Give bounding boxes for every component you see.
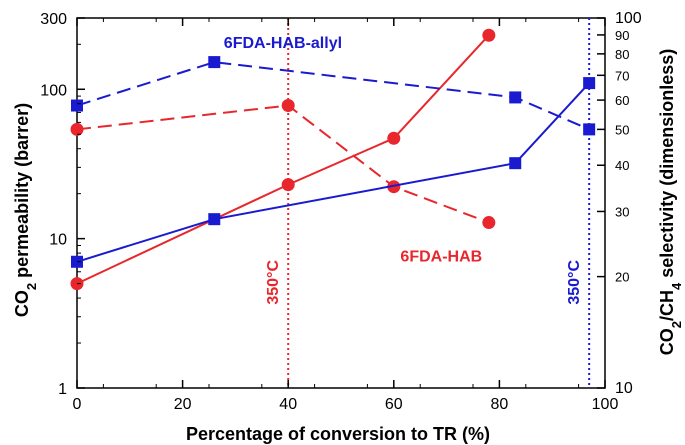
y-right-tick-label: 100 [615,10,642,27]
data-point [71,99,83,112]
axis-title-part: 2 [24,283,39,290]
y-right-tick-label: 70 [615,68,629,83]
data-point [387,131,401,145]
data-point [482,216,496,230]
series-line [76,104,490,224]
series-line [76,82,590,263]
x-tick-label: 100 [592,396,619,413]
y-right-tick-label: 40 [615,158,629,173]
y-left-tick-label: 10 [49,232,67,249]
y-axis-left-title: CO2 permeability (barrer) [12,103,39,317]
y-right-tick-label: 60 [615,93,629,108]
x-tick-label: 80 [491,396,509,413]
y-right-tick-label: 10 [615,380,633,397]
data-point [281,99,295,113]
series-line [76,61,590,131]
series-layer [70,28,596,291]
data-point [583,77,596,90]
data-point [482,28,496,42]
y-right-tick-label: 50 [615,122,629,137]
y-right-tick-label: 80 [615,47,629,62]
series-annotation: 6FDA-HAB-allyl [224,35,342,52]
axis-title-part: permeability (barrer) [12,103,32,283]
axis-title-part: CO [12,290,32,317]
y-right-tick-label: 90 [615,28,629,43]
axis-title-part: selectivity (dimensionless) [657,49,677,283]
series-line [76,34,490,285]
plot-frame [76,17,606,389]
data-point [70,122,84,136]
temperature-label: 350°C [265,260,282,305]
data-point [509,91,522,104]
y-left-tick-label: 300 [40,11,67,28]
axis-title-part: /CH [657,290,677,321]
data-point [208,56,221,69]
axis-ticks: 0 20 40 60 80 1001101003001020304050607080901… [40,10,642,413]
temperature-label: 350°C [566,260,583,305]
x-tick-label: 0 [73,396,82,413]
x-tick-label: 20 [174,396,192,413]
data-point [583,123,596,136]
y-left-tick-label: 1 [58,381,67,398]
y-axis-right-title: CO2/CH4 selectivity (dimensionless) [657,49,684,356]
plot-border [76,17,606,389]
x-tick-label: 60 [385,396,403,413]
data-point [281,178,295,192]
data-point [509,157,522,170]
x-axis-title: Percentage of conversion to TR (%) [186,424,490,444]
data-point [208,213,221,226]
axis-title-part: CO [657,328,677,355]
y-right-tick-label: 30 [615,204,629,219]
y-right-tick-label: 20 [615,270,629,285]
y-left-tick-label: 100 [40,82,67,99]
series-annotation: 6FDA-HAB [400,248,482,265]
axis-title-part: 2 [669,321,684,328]
axis-title-part: 4 [669,282,684,290]
x-tick-label: 40 [279,396,297,413]
annotations: 6FDA-HAB-allyl 6FDA-HAB [224,35,482,265]
